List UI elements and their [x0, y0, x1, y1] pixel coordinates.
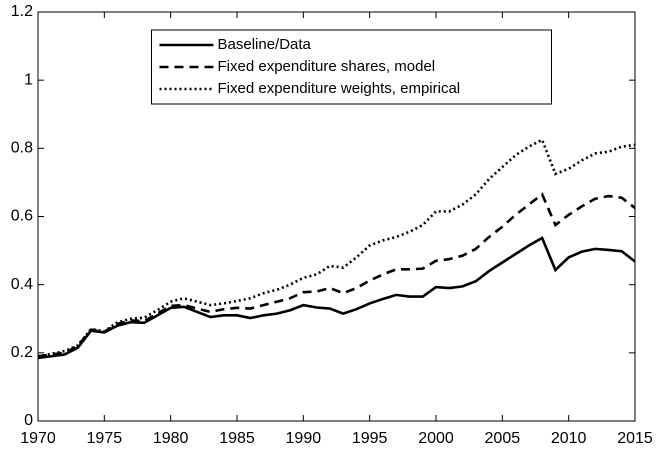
x-tick-label: 1990: [286, 430, 322, 447]
y-tick-label: 0.8: [11, 140, 33, 157]
x-tick-label: 1980: [153, 430, 189, 447]
x-tick-label: 2015: [617, 430, 653, 447]
series-line: [37, 236, 636, 360]
y-tick-label: 0.2: [11, 344, 33, 361]
x-tick-label: 2010: [551, 430, 587, 447]
y-tick-label: 0.6: [11, 208, 33, 225]
y-tick-label: 0.4: [11, 276, 33, 293]
x-tick-label: 1995: [352, 430, 388, 447]
series-line: [37, 192, 636, 358]
legend: Baseline/Data Fixed expenditure shares, m…: [151, 29, 552, 105]
x-tick-label: 1985: [219, 430, 255, 447]
y-tick-label: 1.2: [11, 3, 33, 20]
x-tick-label: 2000: [418, 430, 454, 447]
legend-box: [151, 29, 552, 105]
legend-label: Baseline/Data: [218, 36, 312, 53]
legend-label: Fixed expenditure shares, model: [218, 58, 436, 75]
x-tick-label: 2005: [485, 430, 521, 447]
series-line: [37, 137, 636, 358]
x-tick-label: 1970: [20, 430, 56, 447]
y-tick-label: 1: [24, 71, 33, 88]
x-tick-label: 1975: [87, 430, 123, 447]
legend-label: Fixed expenditure weights, empirical: [218, 80, 461, 97]
y-tick-label: 0: [24, 412, 33, 429]
